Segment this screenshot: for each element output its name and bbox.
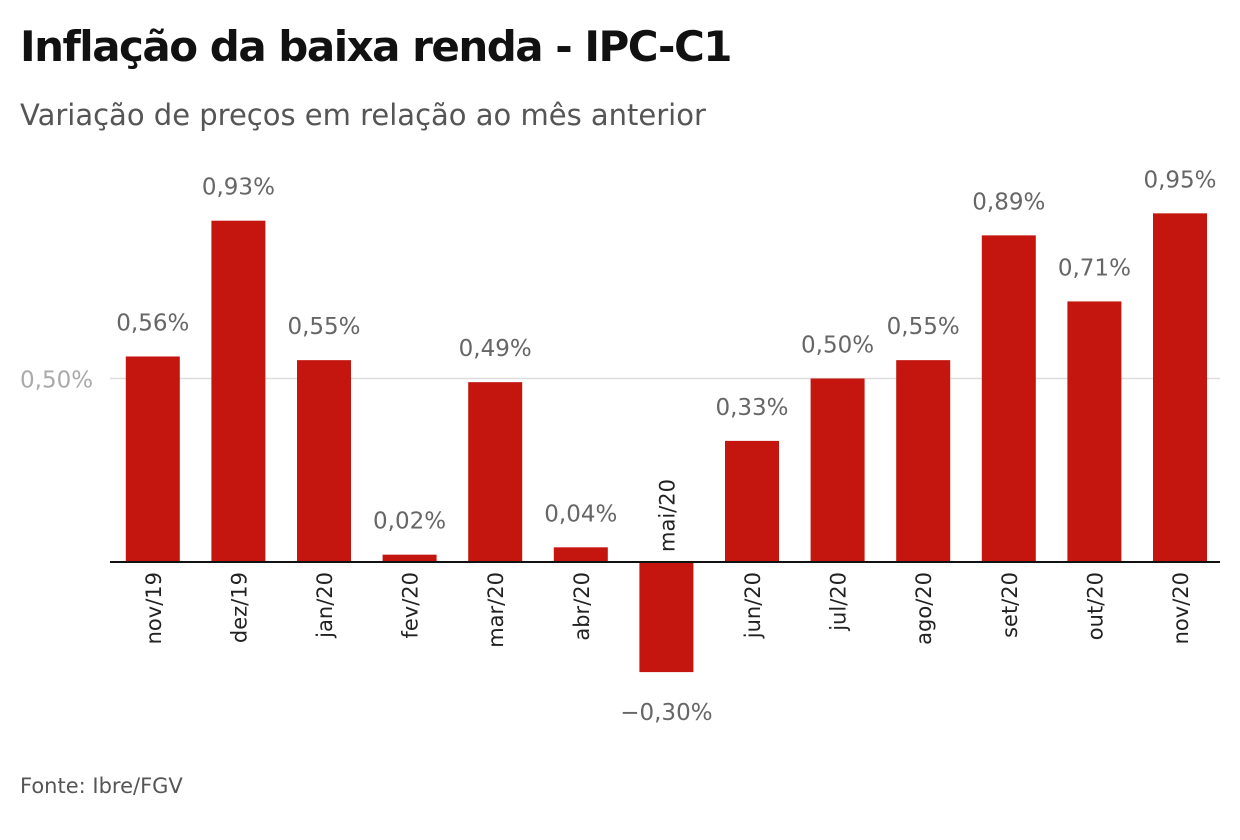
value-label: 0,04% [544,501,617,527]
y-tick-labels: 0,50% [20,368,93,394]
bar [125,356,180,562]
bar [896,360,951,562]
bar [382,554,437,562]
category-label: fev/20 [399,572,423,639]
bar [1067,301,1122,562]
category-label: jan/20 [313,572,337,639]
value-label: 0,95% [1143,167,1216,193]
category-label: jun/20 [741,572,765,639]
bar [810,378,865,562]
category-label: nov/19 [142,572,166,644]
bar [211,220,266,562]
bar [297,360,351,562]
category-label: jul/20 [827,572,851,632]
category-label: abr/20 [570,572,594,641]
value-label: 0,55% [287,314,360,340]
category-label: out/20 [1083,572,1107,640]
bar-chart: 0,50% 0,56% 0,93% 0,55% 0,02% 0,49% 0,04% −0,3… [20,167,1220,726]
value-label: −0,30% [620,700,712,726]
source-note: Fonte: Ibre/FGV [20,774,183,798]
value-label: 0,71% [1058,255,1131,281]
y-tick-label: 0,50% [20,368,93,394]
value-label: 0,89% [972,189,1045,215]
bar [1153,213,1207,562]
value-label: 0,33% [715,395,788,421]
category-labels: nov/19 dez/19 jan/20 fev/20 mar/20 abr/20 mai/… [142,479,1193,648]
category-label: mar/20 [484,572,508,648]
value-label: 0,55% [887,314,960,340]
bar [553,547,608,562]
category-label: ago/20 [912,572,936,645]
chart-title: Inflação da baixa renda - IPC-C1 [20,22,733,71]
bar [981,235,1036,562]
value-label: 0,49% [459,336,532,362]
category-label: set/20 [998,572,1022,638]
chart-subtitle: Variação de preços em relação ao mês ant… [20,98,706,132]
value-label: 0,93% [202,175,275,201]
bar [468,382,523,562]
category-label: dez/19 [227,572,251,643]
value-labels: 0,56% 0,93% 0,55% 0,02% 0,49% 0,04% −0,30% 0,33… [116,167,1216,726]
bars [125,213,1207,673]
bar [725,440,779,562]
value-label: 0,56% [116,310,189,336]
bar [639,562,694,673]
category-label: nov/20 [1169,572,1193,644]
value-label: 0,50% [801,333,874,359]
value-label: 0,02% [373,509,446,535]
category-label: mai/20 [655,479,679,552]
